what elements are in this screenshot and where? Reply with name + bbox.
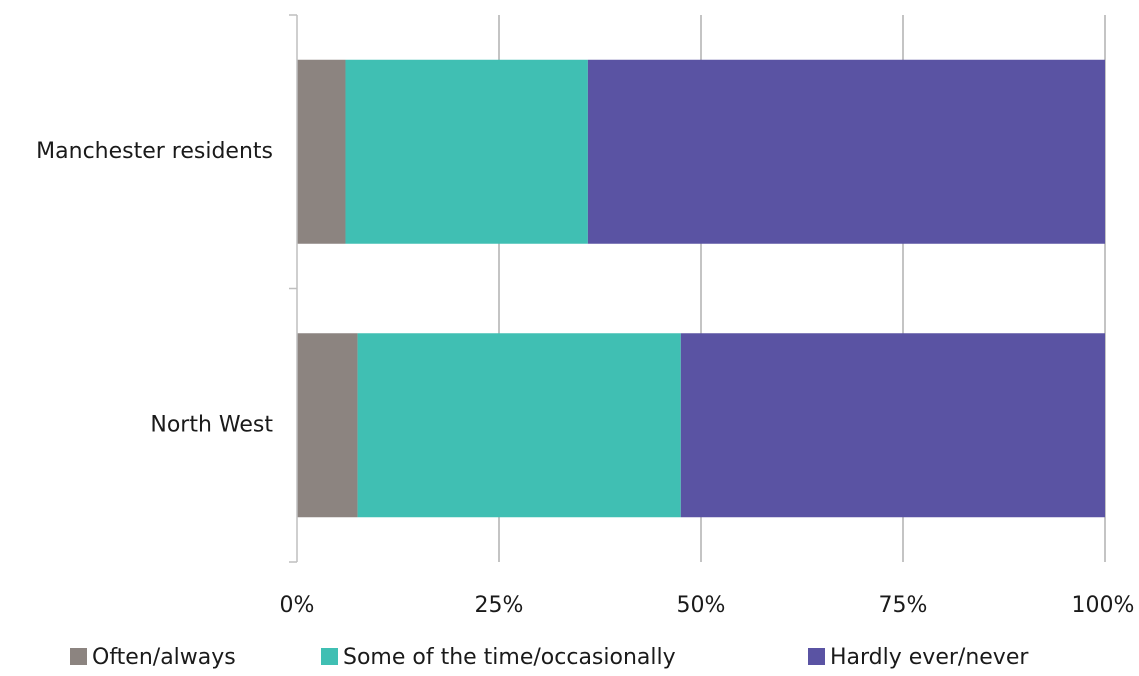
x-tick-labels: 0% 25% 50% 75% 100% (280, 593, 1135, 618)
axes (289, 14, 298, 563)
x-tick-label: 0% (280, 593, 315, 618)
category-labels: Manchester residents North West (36, 139, 273, 438)
legend-label: Some of the time/occasionally (343, 645, 676, 670)
legend-swatch (321, 648, 338, 665)
legend-swatch (70, 648, 87, 665)
x-tick-label: 75% (879, 593, 928, 618)
bar-manchester-residents-often-always (297, 59, 346, 244)
legend-label: Hardly ever/never (830, 645, 1029, 670)
bar-manchester-residents-hardly-ever-never (587, 59, 1105, 244)
bar-north-west-hardly-ever-never (680, 333, 1105, 518)
bar-north-west-often-always (297, 333, 358, 518)
legend: Often/always Some of the time/occasionall… (70, 645, 1029, 670)
x-tick-label: 100% (1072, 593, 1135, 618)
x-tick-label: 50% (677, 593, 726, 618)
legend-label: Often/always (92, 645, 236, 670)
x-tick-label: 25% (475, 593, 524, 618)
category-label: North West (150, 412, 273, 437)
legend-swatch (808, 648, 825, 665)
bar-north-west-some-of-the-time-occasionally (357, 333, 681, 518)
category-label: Manchester residents (36, 139, 273, 164)
bar-manchester-residents-some-of-the-time-occasionally (345, 59, 588, 244)
bars (297, 59, 1105, 518)
